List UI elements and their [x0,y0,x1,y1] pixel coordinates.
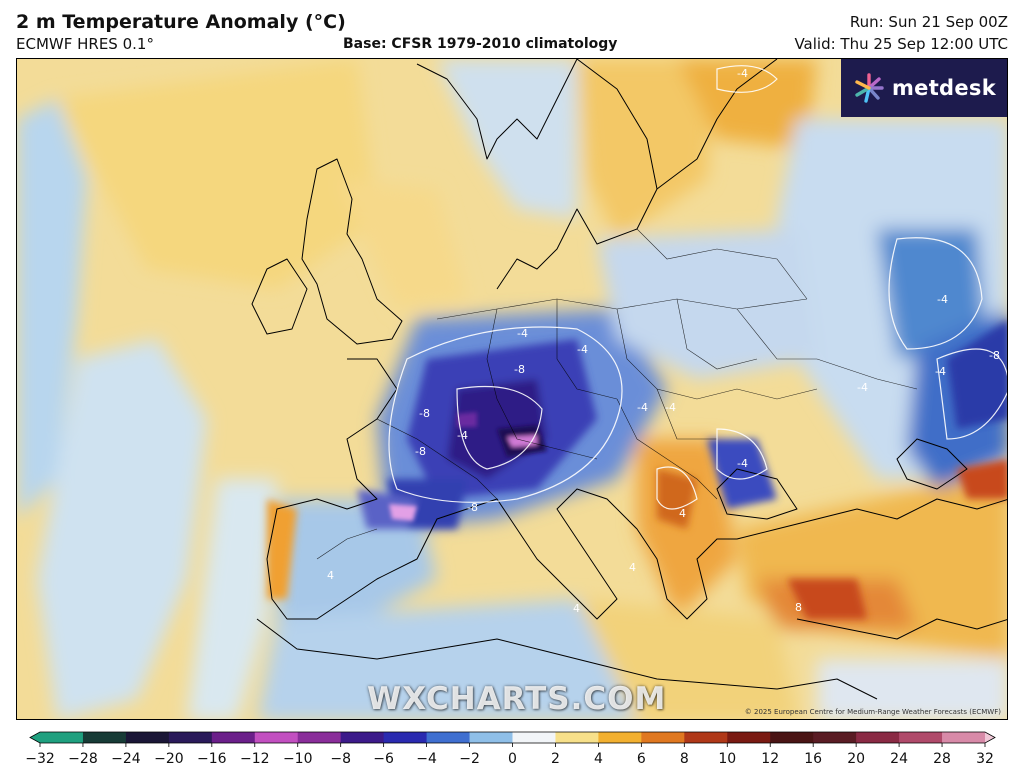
anomaly-map[interactable]: -4 -8 -4 -8 -4 -8 -4 -4 -4 -4 -8 4 4 4 8… [16,58,1008,720]
scale-tick-label: 20 [847,751,866,767]
scale-tick-label: −12 [239,751,270,767]
scale-tick-label: −10 [282,751,313,767]
scale-tick-label: 0 [508,751,517,767]
scale-tick-label: −20 [154,751,184,767]
contour-label: -4 [577,343,588,356]
scale-swatch [125,732,170,743]
scale-tick-label: −2 [459,751,480,767]
scale-swatch [684,732,728,743]
contour-label: -4 [517,327,528,340]
scale-swatch [82,732,127,743]
contour-label: 4 [327,569,334,582]
scale-tick-label: 6 [636,751,646,767]
contour-label: -8 [467,501,478,514]
scale-swatch [598,732,642,743]
scale-tick-label: 12 [761,751,780,767]
contour-label: -4 [665,401,676,414]
contour-label: -4 [857,381,868,394]
wxcharts-watermark: WXCHARTS.COM [367,681,667,717]
scale-tick-label: −28 [68,751,98,767]
contour-label: 4 [629,561,636,574]
contour-labels: -4 -8 -4 -8 -4 -8 -4 -4 -4 -4 -8 4 4 4 8… [327,67,1000,615]
contour-label: -8 [514,363,525,376]
scale-swatch [512,732,556,743]
scale-tick-label: −8 [330,751,351,767]
contour-label: 4 [573,602,580,615]
base-climatology-label: Base: CFSR 1979-2010 climatology [343,36,618,52]
scale-swatch [297,732,342,743]
contour-label: -8 [415,445,426,458]
scale-tick-label: 2 [550,751,560,767]
contour-label: -4 [637,401,648,414]
model-label: ECMWF HRES 0.1° [16,35,154,53]
scale-arrow-high [985,732,995,743]
scale-tick-label: 8 [679,751,689,767]
scale-swatch [942,732,986,743]
metdesk-logo: metdesk [841,59,1007,117]
scale-tick-label: 16 [804,751,823,767]
scale-swatch [340,732,385,743]
scale-swatch [813,732,857,743]
scale-tick-label: 28 [933,751,951,767]
scale-swatch [211,732,256,743]
contour-label: -4 [737,67,748,80]
scale-arrow-low [30,732,40,743]
scale-swatch [383,732,428,743]
scale-tick-label: 4 [593,751,603,767]
contour-label: -8 [989,349,1000,362]
scale-swatch [426,732,471,743]
color-scale-bar [29,731,996,747]
scale-swatch [856,732,900,743]
scale-tick-label: −16 [197,751,227,767]
contour-label: -4 [457,429,468,442]
scale-tick-label: −24 [111,751,141,767]
scale-swatch [641,732,685,743]
scale-tick-label: 24 [890,751,908,767]
chart-title: 2 m Temperature Anomaly (°C) [16,11,346,33]
scale-tick-label: −4 [416,751,437,767]
metdesk-logo-icon [855,73,884,103]
copyright-notice: © 2025 European Centre for Medium-Range … [744,708,1001,716]
contour-label: -4 [937,293,948,306]
scale-swatch [899,732,943,743]
contour-label: -4 [935,365,946,378]
contour-label: -4 [737,457,748,470]
contour-label: 8 [795,601,802,614]
scale-tick-label: 32 [976,751,994,767]
scale-swatch [770,732,814,743]
scale-swatch [168,732,213,743]
scale-swatch [40,732,84,743]
contour-label: -8 [419,407,430,420]
valid-time-label: Valid: Thu 25 Sep 12:00 UTC [794,35,1008,53]
scale-swatch [727,732,771,743]
contour-label: 4 [679,507,686,520]
scale-swatch [555,732,599,743]
scale-tick-label: −32 [25,751,55,767]
scale-swatch [469,732,513,743]
run-time-label: Run: Sun 21 Sep 00Z [849,13,1008,31]
scale-tick-label: 10 [718,751,737,767]
anomaly-map-canvas: -4 -8 -4 -8 -4 -8 -4 -4 -4 -4 -8 4 4 4 8… [17,59,1007,719]
scale-swatch [254,732,299,743]
metdesk-logo-text: metdesk [891,76,996,100]
scale-tick-label: −6 [373,751,394,767]
